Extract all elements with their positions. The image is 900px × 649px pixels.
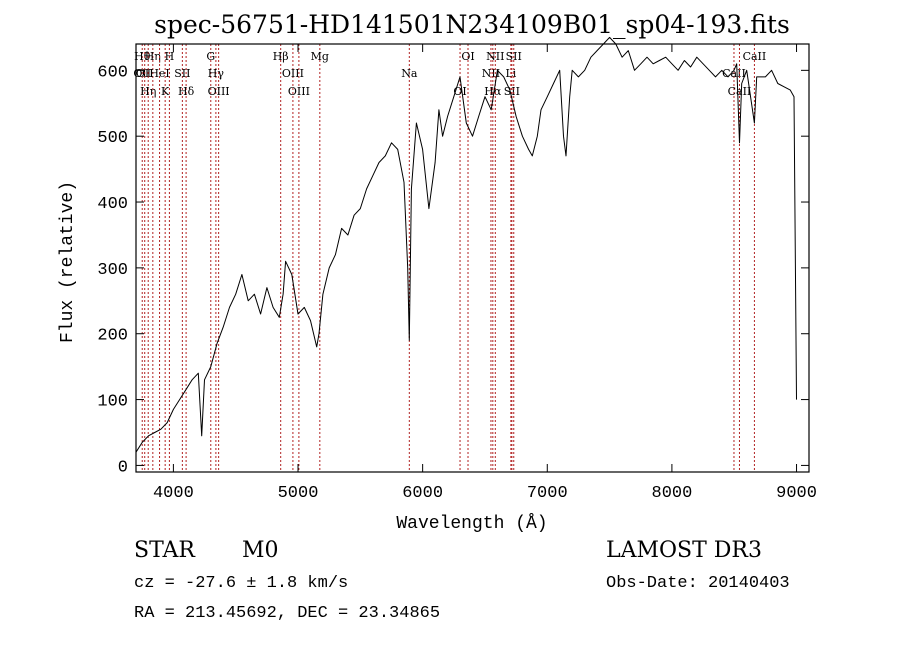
line-marker-label: OIII — [288, 85, 310, 98]
line-marker-label: Mg — [311, 50, 329, 63]
line-marker-label: Li — [505, 67, 516, 80]
line-marker-label: Hη — [145, 50, 161, 63]
line-marker-label: CaII — [743, 50, 767, 63]
line-marker-label: Na — [401, 67, 418, 80]
obs-date-text: Obs-Date: 20140403 — [606, 574, 790, 593]
line-marker-label: CaII — [722, 67, 746, 80]
line-marker-label: CaII — [728, 85, 752, 98]
chart-title: spec-56751-HD141501N234109B01_sp04-193.f… — [154, 10, 790, 39]
line-marker-label: OIII — [208, 85, 230, 98]
spectrum-line — [135, 36, 797, 453]
redshift-text: cz = -27.6 ± 1.8 km/s — [134, 574, 349, 593]
plot-frame — [135, 43, 810, 473]
y-axis-label: Flux (relative) — [58, 181, 78, 343]
x-axis-label: Wavelength (Å) — [396, 513, 547, 534]
x-tick-label: 7000 — [527, 484, 568, 503]
object-class: STAR — [134, 538, 195, 563]
line-marker-label: H — [165, 50, 175, 63]
line-marker-label: SII — [504, 85, 520, 98]
x-tick-label: 6000 — [402, 484, 443, 503]
y-tick-label: 400 — [97, 195, 128, 214]
y-tick-label: 600 — [97, 63, 128, 82]
line-marker-label: OIII — [282, 67, 304, 80]
line-marker-label: HeI — [149, 67, 169, 80]
line-marker-label: SII — [506, 50, 522, 63]
line-marker-label: Hγ — [208, 67, 225, 80]
line-marker-label: Hδ — [178, 85, 195, 98]
y-tick-label: 500 — [97, 129, 128, 148]
axis-ticks: 4000 5000 6000 7000 8000 9000 0 100 200 300 400 500… — [97, 44, 817, 503]
line-marker-label: K — [161, 85, 170, 98]
x-tick-label: 8000 — [652, 484, 693, 503]
line-marker-label: Hα — [484, 85, 502, 98]
line-markers: HθOIIOIIHηHηHeIKHSIIHδGHγOIIIHβOIIIOIIIM… — [133, 44, 766, 472]
line-marker-label: SII — [174, 67, 190, 80]
y-tick-label: 100 — [97, 393, 128, 412]
object-subclass: M0 — [242, 538, 279, 563]
x-tick-label: 9000 — [776, 484, 817, 503]
y-tick-label: 200 — [97, 327, 128, 346]
coords-text: RA = 213.45692, DEC = 23.34865 — [134, 604, 441, 623]
line-marker-label: G — [206, 50, 215, 63]
line-marker-label: Hη — [140, 85, 156, 98]
line-marker-label: OI — [461, 50, 474, 63]
line-marker-label: Hθ — [134, 50, 151, 63]
y-tick-label: 0 — [118, 458, 128, 477]
line-marker-label: Hβ — [273, 50, 289, 63]
survey-name: LAMOST DR3 — [606, 538, 762, 563]
x-tick-label: 5000 — [278, 484, 319, 503]
y-tick-label: 300 — [97, 261, 128, 280]
line-marker-label: NII — [486, 50, 504, 63]
x-tick-label: 4000 — [153, 484, 194, 503]
